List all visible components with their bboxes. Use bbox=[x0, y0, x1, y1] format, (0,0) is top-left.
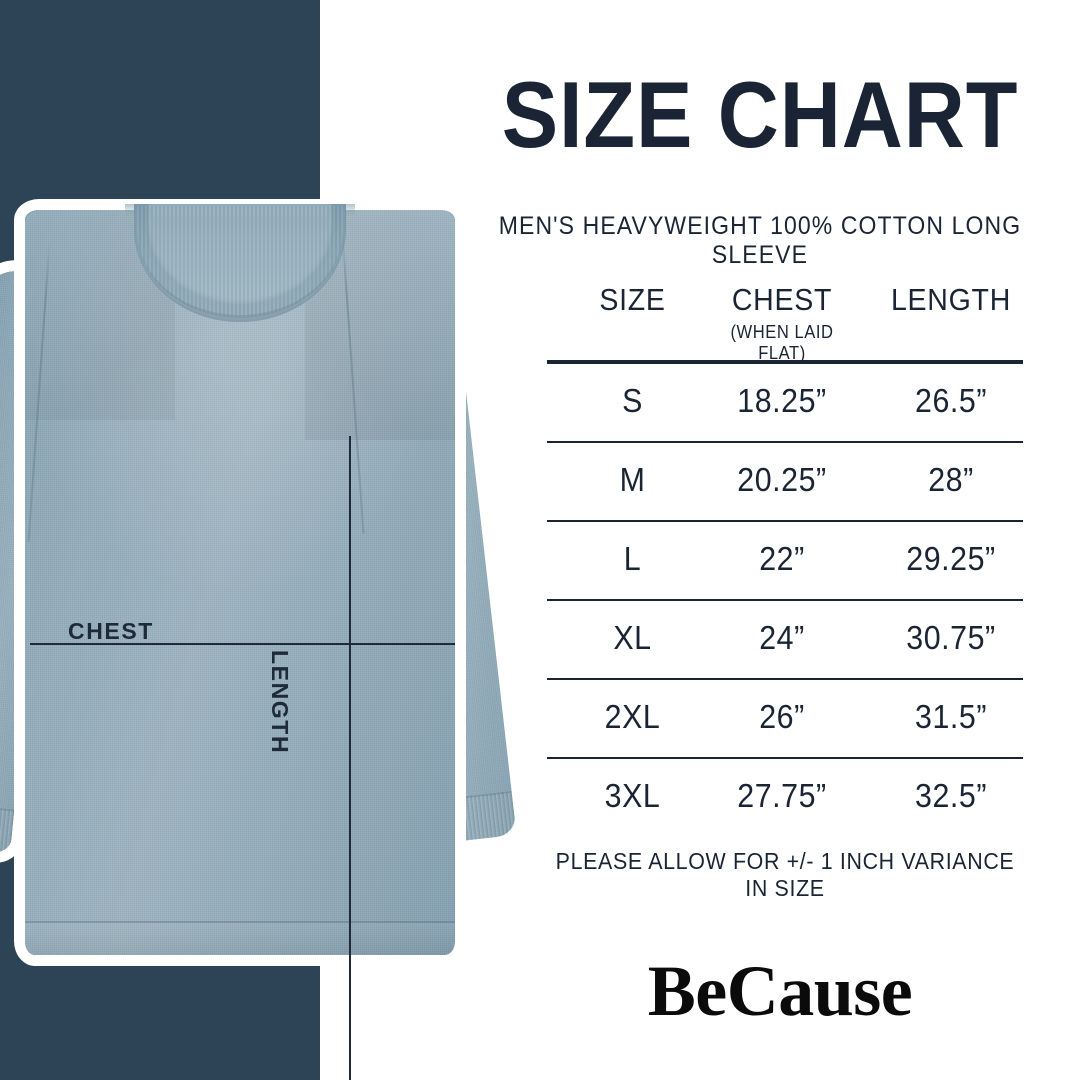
cell-chest: 26” bbox=[759, 698, 805, 735]
size-table: SIZE CHEST LENGTH (WHEN LAID FLAT) S 18.… bbox=[547, 282, 1023, 838]
table-header-rule bbox=[547, 360, 1023, 364]
column-header-chest: CHEST bbox=[731, 282, 833, 317]
column-header-length: LENGTH bbox=[890, 282, 1012, 317]
cell-size: 2XL bbox=[604, 698, 661, 735]
cell-chest: 22” bbox=[759, 540, 805, 577]
cell-chest: 24” bbox=[759, 619, 805, 656]
table-row: XL 24” 30.75” bbox=[547, 601, 1023, 680]
shirt-body bbox=[25, 204, 455, 955]
info-panel: SIZE CHART MEN'S HEAVYWEIGHT 100% COTTON… bbox=[470, 0, 1080, 1080]
page-title: SIZE CHART bbox=[501, 62, 1019, 167]
table-row: 3XL 27.75” 32.5” bbox=[547, 759, 1023, 838]
cell-chest: 27.75” bbox=[737, 777, 827, 814]
length-measurement-label: LENGTH bbox=[267, 650, 293, 755]
chest-measurement-line bbox=[30, 643, 455, 645]
shirt-left-cuff bbox=[0, 800, 15, 854]
cell-chest: 20.25” bbox=[737, 461, 827, 498]
cell-length: 29.25” bbox=[906, 540, 996, 577]
cell-chest: 18.25” bbox=[737, 382, 827, 419]
cell-size: M bbox=[619, 461, 646, 498]
table-row: 2XL 26” 31.5” bbox=[547, 680, 1023, 759]
length-measurement-line bbox=[349, 436, 351, 1080]
cell-size: S bbox=[622, 382, 643, 419]
column-subnote-chest: (WHEN LAID FLAT) bbox=[730, 322, 834, 363]
cell-length: 30.75” bbox=[906, 619, 996, 656]
cell-size: XL bbox=[613, 619, 652, 656]
shirt-hem bbox=[25, 921, 455, 955]
cell-length: 31.5” bbox=[915, 698, 987, 735]
table-row: M 20.25” 28” bbox=[547, 443, 1023, 522]
cell-length: 28” bbox=[928, 461, 974, 498]
variance-note: PLEASE ALLOW FOR +/- 1 INCH VARIANCE IN … bbox=[555, 848, 1015, 901]
product-photo: CHEST LENGTH bbox=[0, 150, 540, 1080]
brand-logo: BeCause bbox=[647, 951, 913, 1031]
cell-size: L bbox=[623, 540, 642, 577]
column-header-size: SIZE bbox=[599, 282, 666, 317]
cell-size: 3XL bbox=[604, 777, 661, 814]
table-header-row: SIZE CHEST LENGTH (WHEN LAID FLAT) bbox=[547, 282, 1023, 363]
cell-length: 32.5” bbox=[915, 777, 987, 814]
table-row: S 18.25” 26.5” bbox=[547, 364, 1023, 443]
page-subtitle: MEN'S HEAVYWEIGHT 100% COTTON LONG SLEEV… bbox=[498, 212, 1022, 269]
chest-measurement-label: CHEST bbox=[68, 618, 154, 644]
cell-length: 26.5” bbox=[915, 382, 987, 419]
table-row: L 22” 29.25” bbox=[547, 522, 1023, 601]
